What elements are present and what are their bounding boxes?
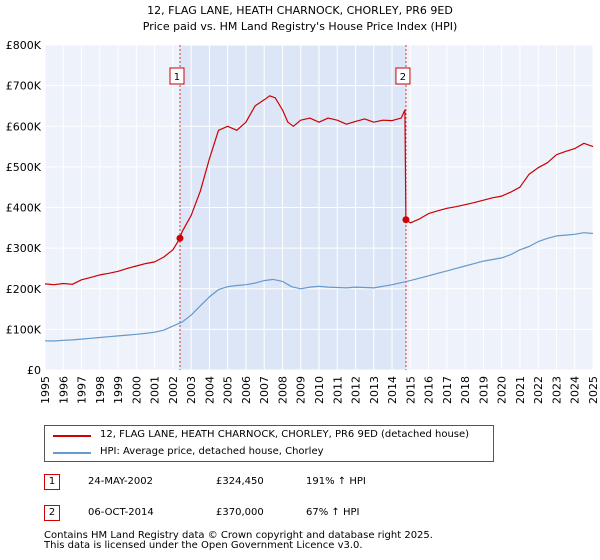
price-chart: 12, FLAG LANE, HEATH CHARNOCK, CHORLEY, … bbox=[6, 4, 600, 404]
property-price-line bbox=[44, 95, 594, 286]
x-tick-label: 2000 bbox=[130, 376, 143, 404]
legend-item-hpi: HPI: Average price, detached house, Chor… bbox=[45, 444, 493, 462]
x-tick-label: 2011 bbox=[331, 376, 344, 404]
sale-date-1: 24-MAY-2002 bbox=[88, 476, 154, 487]
sale-row-1: 1 24-MAY-2002 £324,450 191% ↑ HPI bbox=[44, 474, 564, 494]
x-tick-label: 2018 bbox=[459, 376, 472, 404]
x-tick-label: 1997 bbox=[76, 376, 89, 404]
sale-hpi-1: 191% ↑ HPI bbox=[306, 476, 366, 487]
sale-row-2: 2 06-OCT-2014 £370,000 67% ↑ HPI bbox=[44, 505, 564, 525]
x-tick-label: 2006 bbox=[240, 376, 253, 404]
legend-swatch-property bbox=[53, 435, 91, 437]
chart-subtitle: Price paid vs. HM Land Registry's House … bbox=[143, 20, 458, 33]
x-tick-label: 2010 bbox=[313, 376, 326, 404]
legend-label-property: 12, FLAG LANE, HEATH CHARNOCK, CHORLEY, … bbox=[100, 429, 470, 440]
sale-1-label-text: 1 bbox=[174, 72, 180, 83]
sale-marker-1: 1 bbox=[44, 474, 60, 490]
y-tick-label: £300K bbox=[6, 242, 42, 255]
x-tick-label: 2004 bbox=[203, 376, 216, 404]
x-tick-label: 1999 bbox=[112, 376, 125, 404]
x-tick-label: 2007 bbox=[258, 376, 271, 404]
y-tick-label: £400K bbox=[6, 202, 42, 215]
chart-title: 12, FLAG LANE, HEATH CHARNOCK, CHORLEY, … bbox=[147, 4, 453, 17]
x-tick-label: 2025 bbox=[587, 376, 600, 404]
x-tick-label: 2022 bbox=[532, 376, 545, 404]
sale-1-point bbox=[176, 234, 184, 242]
x-tick-label: 1996 bbox=[57, 376, 70, 404]
sale-price-2: £370,000 bbox=[216, 507, 264, 518]
x-tick-label: 2002 bbox=[167, 376, 180, 404]
y-tick-label: £800K bbox=[6, 39, 42, 52]
x-tick-label: 2023 bbox=[550, 376, 563, 404]
y-tick-label: £600K bbox=[6, 120, 42, 133]
x-tick-label: 2009 bbox=[295, 376, 308, 404]
sale-1-label-box bbox=[169, 67, 185, 85]
footer-line-1: Contains HM Land Registry data © Crown c… bbox=[44, 530, 433, 541]
y-tick-label: £200K bbox=[6, 283, 42, 296]
x-tick-label: 2008 bbox=[276, 376, 289, 404]
legend-label-hpi: HPI: Average price, detached house, Chor… bbox=[100, 446, 324, 457]
x-tick-label: 2014 bbox=[386, 376, 399, 404]
x-tick-label: 2012 bbox=[350, 376, 363, 404]
x-tick-label: 2017 bbox=[441, 376, 454, 404]
x-tick-label: 2021 bbox=[514, 376, 527, 404]
footer-line-2: This data is licensed under the Open Gov… bbox=[44, 540, 363, 551]
x-tick-label: 1995 bbox=[39, 376, 52, 404]
sale-2-label-text: 2 bbox=[400, 72, 406, 83]
legend: 12, FLAG LANE, HEATH CHARNOCK, CHORLEY, … bbox=[44, 425, 494, 462]
sale-price-1: £324,450 bbox=[216, 476, 264, 487]
y-tick-label: £500K bbox=[6, 161, 42, 174]
footer: Contains HM Land Registry data © Crown c… bbox=[44, 531, 433, 551]
x-tick-label: 2020 bbox=[496, 376, 509, 404]
x-tick-label: 1998 bbox=[94, 376, 107, 404]
x-tick-label: 2005 bbox=[222, 376, 235, 404]
legend-item-property: 12, FLAG LANE, HEATH CHARNOCK, CHORLEY, … bbox=[45, 427, 493, 445]
x-tick-label: 2001 bbox=[149, 376, 162, 404]
sale-marker-2: 2 bbox=[44, 505, 60, 521]
x-tick-label: 2016 bbox=[423, 376, 436, 404]
plot-area: £0 £100K £200K £300K £400K £500K £600K £700K £80… bbox=[6, 39, 600, 404]
sale-hpi-2: 67% ↑ HPI bbox=[306, 507, 360, 518]
sale-2-label-box bbox=[395, 67, 411, 85]
sale-2-point bbox=[402, 216, 410, 224]
y-tick-label: £100K bbox=[6, 323, 42, 336]
y-tick-label: £700K bbox=[6, 80, 42, 93]
x-tick-label: 2003 bbox=[185, 376, 198, 404]
x-tick-label: 2013 bbox=[368, 376, 381, 404]
x-tick-label: 2019 bbox=[477, 376, 490, 404]
x-tick-label: 2015 bbox=[404, 376, 417, 404]
hpi-line bbox=[44, 232, 594, 342]
y-tick-label: £0 bbox=[27, 364, 41, 377]
legend-swatch-hpi bbox=[53, 452, 91, 454]
x-tick-label: 2024 bbox=[569, 376, 582, 404]
sale-date-2: 06-OCT-2014 bbox=[88, 507, 154, 518]
